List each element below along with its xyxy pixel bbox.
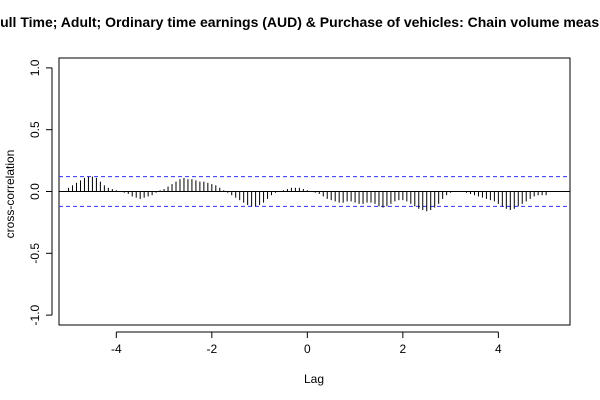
x-tick-label: 0 — [304, 342, 311, 356]
y-tick-label: -0.5 — [28, 243, 42, 264]
y-tick-label: 0.5 — [28, 121, 42, 138]
x-tick-label: 4 — [495, 342, 502, 356]
x-tick-label: -2 — [206, 342, 217, 356]
y-tick-label: 1.0 — [28, 59, 42, 76]
x-axis-label: Lag — [304, 372, 324, 386]
x-tick-label: 2 — [400, 342, 407, 356]
y-axis-label: cross-correlation — [3, 150, 17, 239]
plot-area: -4 -2 0 2 4 -1.0 -0.5 0.0 0.5 1.0 — [28, 57, 571, 356]
y-tick-label: -1.0 — [28, 304, 42, 325]
y-tick-label: 0.0 — [28, 183, 42, 200]
x-tick-label: -4 — [111, 342, 122, 356]
chart-title: Persons; Full Time; Adult; Ordinary time… — [0, 14, 600, 30]
